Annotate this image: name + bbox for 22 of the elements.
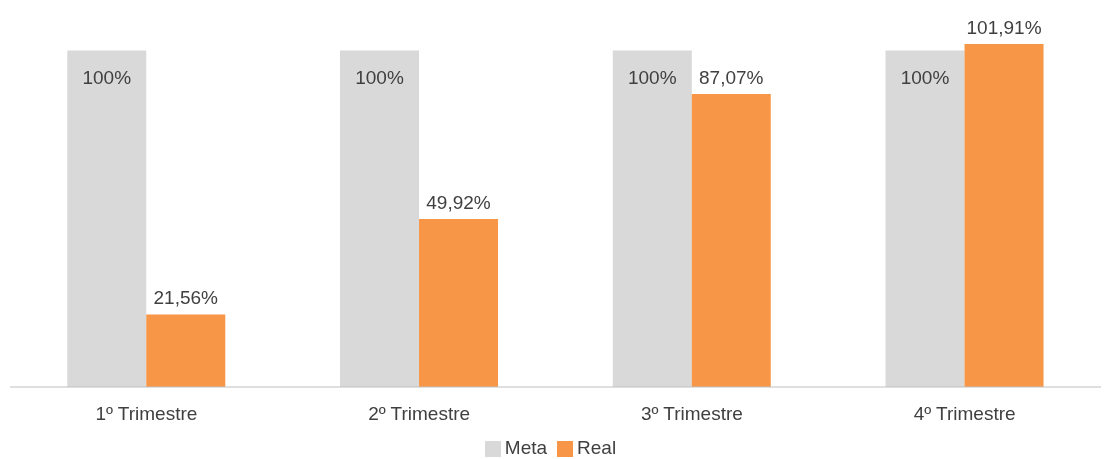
bar: [612, 50, 692, 387]
data-label: 100%: [355, 66, 404, 88]
x-tick-label: 2º Trimestre: [368, 403, 471, 425]
x-tick-label: 4º Trimestre: [913, 403, 1016, 425]
bar: [340, 50, 420, 387]
bar: [691, 93, 771, 387]
x-tick-label: 3º Trimestre: [640, 403, 743, 425]
bar: [885, 50, 965, 387]
data-label: 100%: [82, 66, 132, 88]
bar: [419, 218, 499, 387]
data-label: 101,91%: [966, 17, 1042, 38]
bar: [146, 314, 226, 387]
data-label: 49,92%: [426, 191, 491, 213]
data-label: 21,56%: [153, 287, 219, 309]
bar: [67, 50, 147, 387]
bar: [964, 44, 1044, 387]
x-tick-label: 1º Trimestre: [95, 403, 198, 425]
legend-label: Real: [577, 437, 617, 458]
data-label: 100%: [627, 66, 677, 88]
data-label: 100%: [900, 66, 950, 88]
data-label: 87,07%: [699, 66, 764, 88]
legend-label: Meta: [504, 437, 548, 458]
